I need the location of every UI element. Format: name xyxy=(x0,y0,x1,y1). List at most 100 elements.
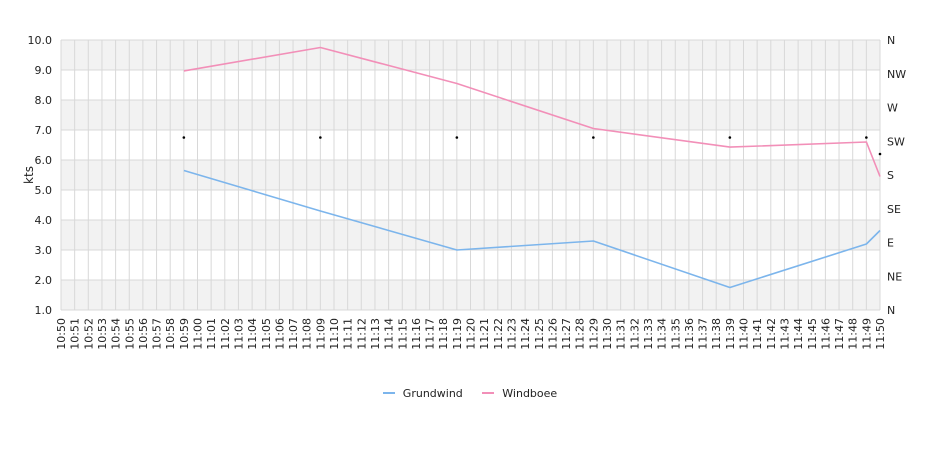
x-tick-label: 11:18 xyxy=(437,318,450,350)
x-tick-label: 11:01 xyxy=(205,318,218,350)
direction-marker xyxy=(878,152,882,156)
x-tick-label: 11:36 xyxy=(683,318,696,350)
x-tick-label: 11:14 xyxy=(383,318,396,350)
legend: Grundwind Windboee xyxy=(0,384,940,400)
x-tick-label: 10:59 xyxy=(178,318,191,350)
x-tick-label: 11:47 xyxy=(833,318,846,350)
legend-swatch-grundwind xyxy=(382,392,395,394)
direction-marker xyxy=(865,136,868,139)
x-tick-label: 11:34 xyxy=(656,318,669,350)
x-tick-label: 11:41 xyxy=(751,318,764,350)
direction-marker xyxy=(319,136,322,139)
x-tick-label: 11:20 xyxy=(465,318,478,350)
x-tick-label: 11:38 xyxy=(710,318,723,350)
series-line-grundwind xyxy=(183,169,881,289)
direction-marker xyxy=(728,136,732,139)
x-tick-label: 11:30 xyxy=(601,318,614,350)
x-tick-label: 11:50 xyxy=(874,318,887,350)
direction-axis-ticks: N NE E SE S SW W NW N xyxy=(887,34,906,317)
x-tick-label: 11:42 xyxy=(765,318,778,350)
x-tick-label: 11:17 xyxy=(424,318,437,350)
y-tick-label: 6.0 xyxy=(35,154,53,167)
y-tick-label: 2.0 xyxy=(35,274,53,287)
x-tick-label: 11:06 xyxy=(273,318,286,350)
x-tick-label: 11:43 xyxy=(778,318,791,350)
direction-tick-label: SW xyxy=(887,135,905,148)
x-tick-label: 11:04 xyxy=(246,318,259,350)
legend-item-grundwind[interactable]: Grundwind xyxy=(382,386,463,400)
x-tick-label: 11:40 xyxy=(738,318,751,350)
x-tick-label: 11:32 xyxy=(628,318,641,350)
x-tick-label: 11:09 xyxy=(314,318,327,350)
x-tick-label: 11:31 xyxy=(615,318,628,350)
direction-marker xyxy=(592,136,595,139)
direction-tick-label: S xyxy=(887,169,894,182)
x-tick-label: 11:29 xyxy=(587,318,600,350)
vertical-gridlines xyxy=(60,40,881,310)
x-tick-label: 11:44 xyxy=(792,318,805,350)
y-tick-label: 10.0 xyxy=(28,34,53,47)
x-tick-label: 11:19 xyxy=(451,318,464,350)
x-tick-label: 10:56 xyxy=(137,318,150,350)
x-tick-label: 10:50 xyxy=(55,318,68,350)
y-tick-label: 3.0 xyxy=(35,244,53,257)
legend-swatch-windboee xyxy=(482,392,495,394)
x-tick-label: 11:02 xyxy=(219,318,232,350)
x-tick-label: 10:54 xyxy=(110,318,123,350)
x-tick-label: 11:37 xyxy=(697,318,710,350)
y-tick-label: 9.0 xyxy=(35,64,53,77)
y-axis-title: kts xyxy=(22,166,36,184)
x-tick-label: 11:21 xyxy=(478,318,491,350)
y-tick-label: 8.0 xyxy=(35,94,53,107)
series-lines xyxy=(183,46,881,289)
legend-item-windboee[interactable]: Windboee xyxy=(482,387,557,400)
x-tick-label: 11:33 xyxy=(642,318,655,350)
y-tick-label: 4.0 xyxy=(35,214,53,227)
x-tick-label: 11:08 xyxy=(301,318,314,350)
x-tick-label: 11:13 xyxy=(369,318,382,350)
x-tick-label: 11:28 xyxy=(574,318,587,350)
x-tick-label: 11:27 xyxy=(560,318,573,350)
x-tick-label: 10:51 xyxy=(69,318,82,350)
x-tick-label: 11:00 xyxy=(192,318,205,350)
x-tick-label: 10:57 xyxy=(151,318,164,350)
direction-tick-label: E xyxy=(887,237,894,250)
x-tick-label: 11:24 xyxy=(519,318,532,350)
direction-tick-label: W xyxy=(887,102,898,115)
y-axis-ticks: 1.0 2.0 3.0 4.0 5.0 6.0 7.0 8.0 9.0 10.0 xyxy=(28,34,53,317)
x-tick-label: 11:03 xyxy=(232,318,245,350)
x-tick-label: 10:58 xyxy=(164,318,177,350)
direction-tick-label: NE xyxy=(887,270,902,283)
x-tick-label: 11:45 xyxy=(806,318,819,350)
horizontal-gridlines xyxy=(61,39,880,311)
direction-marker xyxy=(455,136,459,139)
x-tick-label: 11:25 xyxy=(533,318,546,350)
x-tick-label: 11:23 xyxy=(505,318,518,350)
x-tick-label: 10:55 xyxy=(123,318,136,350)
x-tick-label: 11:26 xyxy=(546,318,559,350)
direction-markers xyxy=(182,136,882,156)
direction-tick-label: N xyxy=(887,304,895,317)
x-tick-label: 11:15 xyxy=(396,318,409,350)
x-tick-label: 11:48 xyxy=(847,318,860,350)
x-tick-label: 11:05 xyxy=(260,318,273,350)
direction-tick-label: N xyxy=(887,34,895,47)
x-tick-label: 11:39 xyxy=(724,318,737,350)
x-tick-label: 11:35 xyxy=(669,318,682,350)
x-tick-label: 11:07 xyxy=(287,318,300,350)
direction-tick-label: SE xyxy=(887,203,901,216)
direction-marker xyxy=(182,136,186,139)
y-tick-label: 7.0 xyxy=(35,124,53,137)
x-tick-label: 11:11 xyxy=(342,318,355,350)
x-axis-ticks: 10:50 10:51 10:52 10:53 10:54 10:55 10:56 10:57… xyxy=(55,318,887,350)
x-tick-label: 11:12 xyxy=(355,318,368,350)
y-tick-label: 5.0 xyxy=(35,184,53,197)
x-tick-label: 11:46 xyxy=(819,318,832,350)
direction-tick-label: NW xyxy=(887,68,906,81)
x-tick-label: 11:16 xyxy=(410,318,423,350)
series-line-windboee xyxy=(183,46,881,177)
legend-label-grundwind: Grundwind xyxy=(402,386,463,400)
y-tick-label: 1.0 xyxy=(35,304,53,317)
legend-label-windboee: Windboee xyxy=(502,386,558,400)
x-tick-label: 11:49 xyxy=(860,318,873,350)
